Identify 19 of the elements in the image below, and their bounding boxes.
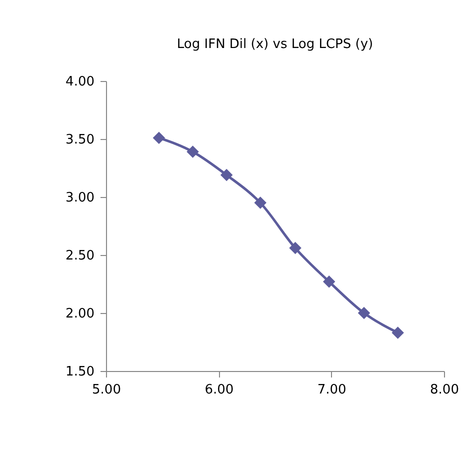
point xyxy=(358,306,370,320)
chart-title: Log IFN Dil (x) vs Log LCPS (y) xyxy=(176,37,374,52)
point xyxy=(322,276,336,288)
point xyxy=(289,242,302,254)
x-tick-label: 5.00 xyxy=(92,382,121,398)
y-tick-label: 2.00 xyxy=(66,306,94,322)
point xyxy=(152,132,166,144)
point xyxy=(186,146,199,158)
y-tick-label: 3.00 xyxy=(66,190,94,206)
y-tick-label: 2.50 xyxy=(66,248,94,264)
point xyxy=(254,196,266,209)
point xyxy=(220,168,233,182)
y-tick-label: 4.00 xyxy=(66,74,94,90)
x-tick-label: 8.00 xyxy=(430,382,459,398)
x-tick-label: 6.00 xyxy=(204,382,234,398)
x-tick-label: 7.00 xyxy=(317,382,346,398)
y-tick-label: 1.50 xyxy=(66,364,94,380)
point xyxy=(392,326,404,339)
y-tick-label: 3.50 xyxy=(66,132,94,148)
